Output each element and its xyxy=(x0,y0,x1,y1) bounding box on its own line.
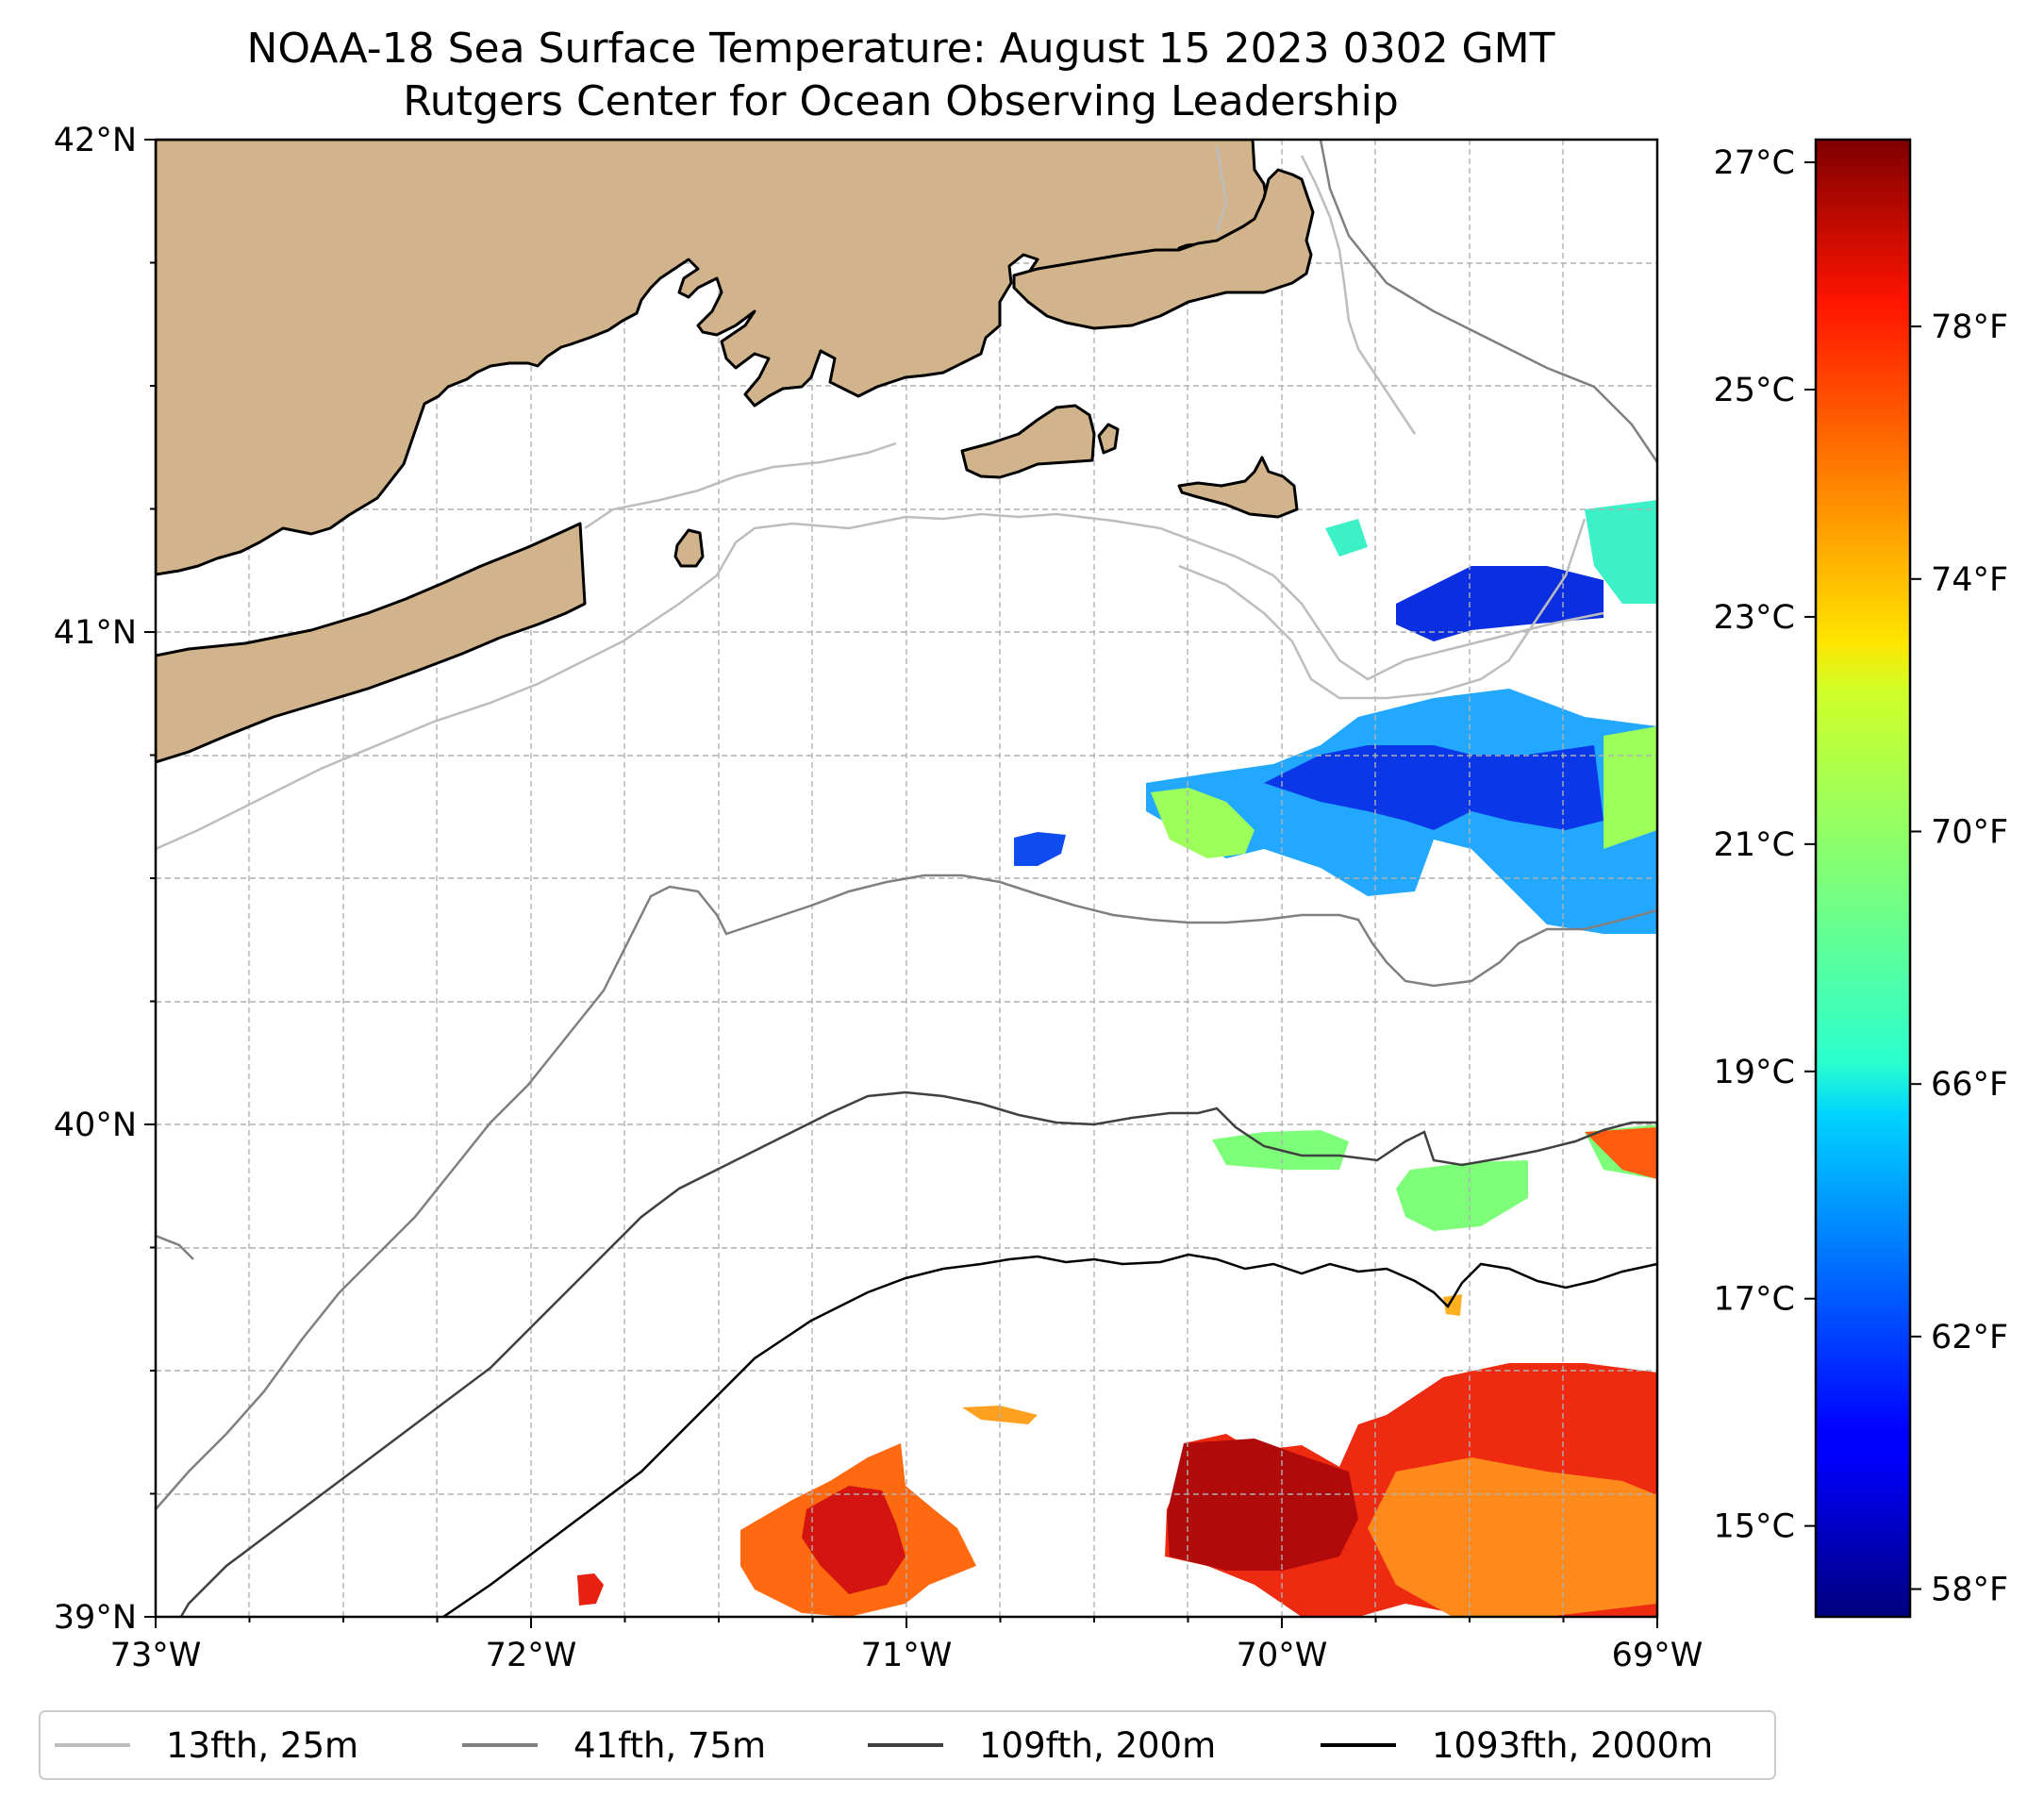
land-block-island xyxy=(673,528,705,568)
sst-patch-orange-east xyxy=(1368,1457,1657,1617)
lon-tick-label: 71°W xyxy=(861,1637,953,1674)
sst-patch-far-east-orange xyxy=(1585,1127,1657,1179)
sst-patch-cool-north xyxy=(1396,566,1604,641)
legend-label: 13fth, 25m xyxy=(166,1725,358,1766)
sst-patch-mid-green xyxy=(1151,726,1657,858)
sst-patch-small-warm xyxy=(577,1573,604,1606)
sst-patch-south-green xyxy=(1212,1124,1657,1231)
celsius-tick-label: 17°C xyxy=(1714,1281,1795,1319)
sst-patch-cyan-north xyxy=(1325,500,1657,604)
land-small-island xyxy=(1097,423,1120,455)
fahrenheit-tick-label: 58°F xyxy=(1931,1572,2008,1609)
lon-tick-label: 70°W xyxy=(1237,1637,1328,1674)
lon-tick-label: 73°W xyxy=(110,1637,202,1674)
legend: 13fth, 25m 41fth, 75m 109fth, 200m 1093fth,… xyxy=(39,1710,1776,1780)
sst-patch-mid-blue xyxy=(1264,745,1604,830)
fahrenheit-tick-label: 66°F xyxy=(1931,1066,2008,1104)
celsius-tick-label: 15°C xyxy=(1714,1508,1795,1546)
lat-tick-label: 39°N xyxy=(54,1599,137,1637)
sst-patch-dark-red xyxy=(1167,1439,1358,1571)
fahrenheit-tick-label: 62°F xyxy=(1931,1319,2008,1356)
lon-tick-label: 69°W xyxy=(1612,1637,1703,1674)
lat-tick-label: 40°N xyxy=(54,1106,137,1144)
legend-label: 109fth, 200m xyxy=(979,1725,1216,1766)
land-layer xyxy=(156,140,1315,764)
lat-tick-label: 42°N xyxy=(54,122,137,159)
lon-tick-label: 72°W xyxy=(486,1637,577,1674)
lat-tick-label: 41°N xyxy=(54,614,137,652)
lon-tick-labels: 73°W 72°W 71°W 70°W 69°W xyxy=(110,1637,1703,1674)
land-long-island xyxy=(156,522,587,764)
fahrenheit-tick-label: 74°F xyxy=(1931,561,2008,599)
colorbar-celsius-ticks: 27°C 25°C 23°C 21°C 19°C 17°C 15°C xyxy=(1714,144,1816,1546)
land-marthas-vineyard xyxy=(960,404,1096,479)
colorbar-fahrenheit-ticks: 78°F 74°F 70°F 66°F 62°F 58°F xyxy=(1910,308,2008,1609)
celsius-tick-label: 21°C xyxy=(1714,826,1795,864)
lat-tick-labels: 42°N 41°N 40°N 39°N xyxy=(54,122,137,1637)
fahrenheit-tick-label: 70°F xyxy=(1931,813,2008,851)
isobath-2000m xyxy=(442,1253,1657,1617)
map-title-line1: NOAA-18 Sea Surface Temperature: August … xyxy=(247,25,1555,73)
colorbar-gradient xyxy=(1814,138,1912,1619)
isobath-75m xyxy=(156,140,1657,1510)
sst-data-layer xyxy=(577,500,1657,1617)
celsius-tick-label: 25°C xyxy=(1714,372,1795,409)
map-title-line2: Rutgers Center for Ocean Observing Leade… xyxy=(403,77,1399,125)
celsius-tick-label: 19°C xyxy=(1714,1054,1795,1091)
land-cape-cod xyxy=(1012,168,1315,330)
sst-patch-red-south xyxy=(802,1486,906,1594)
sst-patch-yellow-bit xyxy=(1443,1294,1462,1316)
land-nantucket xyxy=(1177,456,1299,519)
colorbar: 27°C 25°C 23°C 21°C 19°C 17°C 15°C 78°F 74°F 70°… xyxy=(1714,138,2008,1619)
celsius-tick-label: 23°C xyxy=(1714,599,1795,637)
celsius-tick-label: 27°C xyxy=(1714,144,1795,182)
map-ticks xyxy=(144,139,1658,1628)
map-axes: 73°W 72°W 71°W 70°W 69°W 42°N 41°N 40°N 39°N xyxy=(54,122,1703,1674)
fahrenheit-tick-label: 78°F xyxy=(1931,308,2008,346)
isobath-25m xyxy=(156,145,1604,851)
isobath-200m xyxy=(179,1090,1657,1617)
legend-label: 1093fth, 2000m xyxy=(1432,1725,1713,1766)
sst-patch-small-blue xyxy=(1014,832,1066,866)
legend-label: 41fth, 75m xyxy=(573,1725,766,1766)
